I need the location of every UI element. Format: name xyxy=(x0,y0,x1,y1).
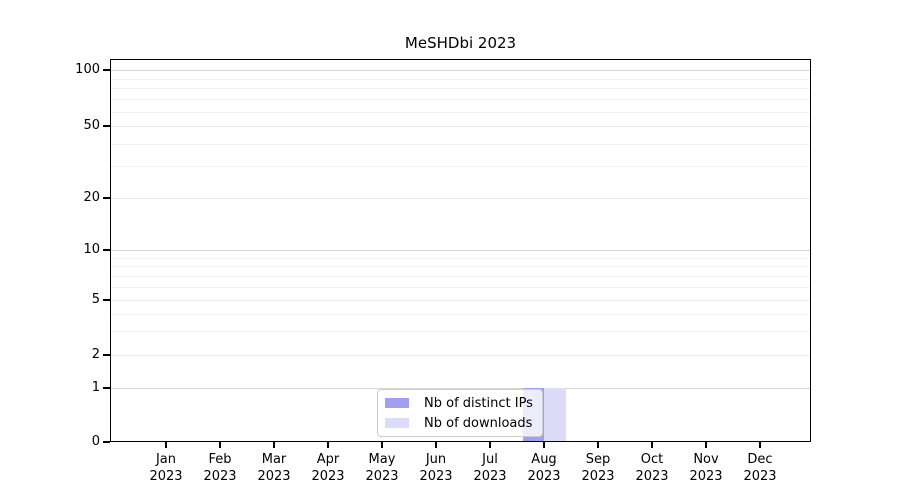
x-tick-label-month: Mar xyxy=(261,452,287,467)
x-tick-label-year: 2023 xyxy=(689,469,723,484)
y-tick-mark xyxy=(103,197,110,199)
x-tick-label-year: 2023 xyxy=(581,469,615,484)
y-tick-label: 1 xyxy=(91,380,100,395)
y-tick-mark xyxy=(103,125,110,127)
x-tick-label-month: Oct xyxy=(640,452,664,467)
x-tick-label-month: Aug xyxy=(531,452,557,467)
x-tick-mark xyxy=(489,442,491,448)
x-tick-label-year: 2023 xyxy=(473,469,507,484)
legend: Nb of distinct IPs Nb of downloads xyxy=(377,389,543,437)
x-tick-label-year: 2023 xyxy=(635,469,669,484)
x-tick-label-month: Jun xyxy=(425,452,447,467)
x-tick-label-month: Jul xyxy=(482,452,498,467)
y-gridline xyxy=(110,250,811,251)
x-tick-label-year: 2023 xyxy=(149,469,183,484)
y-tick-mark xyxy=(103,249,110,251)
y-tick-label: 0 xyxy=(91,434,100,449)
y-gridline-minor xyxy=(110,99,811,100)
x-tick-mark xyxy=(435,442,437,448)
legend-swatch xyxy=(385,418,409,428)
y-gridline-minor xyxy=(110,287,811,288)
legend-swatch xyxy=(385,398,409,408)
legend-item: Nb of distinct IPs xyxy=(385,393,542,413)
y-tick-label: 10 xyxy=(83,242,100,257)
legend-item: Nb of downloads xyxy=(385,413,542,433)
x-tick-label-month: Jan xyxy=(155,452,177,467)
y-gridline xyxy=(110,70,811,71)
x-tick-mark xyxy=(543,442,545,448)
x-tick-label-month: Apr xyxy=(316,452,340,467)
y-gridline-minor xyxy=(110,143,811,145)
y-tick-mark xyxy=(103,441,110,443)
x-tick-label-year: 2023 xyxy=(311,469,345,484)
y-gridline-minor xyxy=(110,313,811,315)
x-tick-mark xyxy=(705,442,707,448)
y-gridline-minor xyxy=(110,111,811,113)
x-tick-label-year: 2023 xyxy=(203,469,237,484)
y-tick-mark xyxy=(103,299,110,301)
y-tick-label: 50 xyxy=(83,118,100,133)
y-gridline-minor xyxy=(110,266,811,267)
y-tick-mark xyxy=(103,354,110,356)
x-tick-label-month: Dec xyxy=(747,452,773,467)
x-tick-label-month: Sep xyxy=(585,452,611,467)
y-gridline-minor xyxy=(110,275,811,277)
x-tick-label-year: 2023 xyxy=(527,469,561,484)
x-tick-label-year: 2023 xyxy=(365,469,399,484)
y-gridline-minor xyxy=(110,88,811,89)
legend-label: Nb of downloads xyxy=(424,415,533,431)
y-gridline-minor xyxy=(110,257,811,259)
y-gridline xyxy=(110,355,811,356)
y-gridline-minor xyxy=(110,331,811,332)
x-tick-mark xyxy=(219,442,221,448)
y-tick-label: 20 xyxy=(83,190,100,205)
y-gridline xyxy=(110,300,811,301)
y-tick-label: 2 xyxy=(91,347,100,362)
x-tick-label-month: Feb xyxy=(208,452,232,467)
chart-title: MeSHDbi 2023 xyxy=(404,34,517,52)
y-gridline xyxy=(110,388,811,389)
y-tick-mark xyxy=(103,69,110,71)
x-tick-label-year: 2023 xyxy=(257,469,291,484)
x-tick-mark xyxy=(273,442,275,448)
y-tick-label: 100 xyxy=(75,62,100,77)
x-tick-label-month: May xyxy=(368,452,396,467)
y-gridline-minor xyxy=(110,78,811,80)
x-tick-mark xyxy=(165,442,167,448)
x-tick-label-year: 2023 xyxy=(419,469,453,484)
y-tick-mark xyxy=(103,387,110,389)
legend-label: Nb of distinct IPs xyxy=(424,395,533,411)
bar-nb-of-downloads xyxy=(544,388,566,442)
x-tick-mark xyxy=(597,442,599,448)
x-tick-mark xyxy=(759,442,761,448)
x-tick-mark xyxy=(651,442,653,448)
y-gridline-minor xyxy=(110,166,811,167)
y-gridline xyxy=(110,126,811,127)
x-tick-label-month: Nov xyxy=(693,452,719,467)
x-tick-mark xyxy=(327,442,329,448)
x-tick-mark xyxy=(381,442,383,448)
y-gridline xyxy=(110,198,811,199)
y-tick-label: 5 xyxy=(91,292,100,307)
x-tick-label-year: 2023 xyxy=(743,469,777,484)
